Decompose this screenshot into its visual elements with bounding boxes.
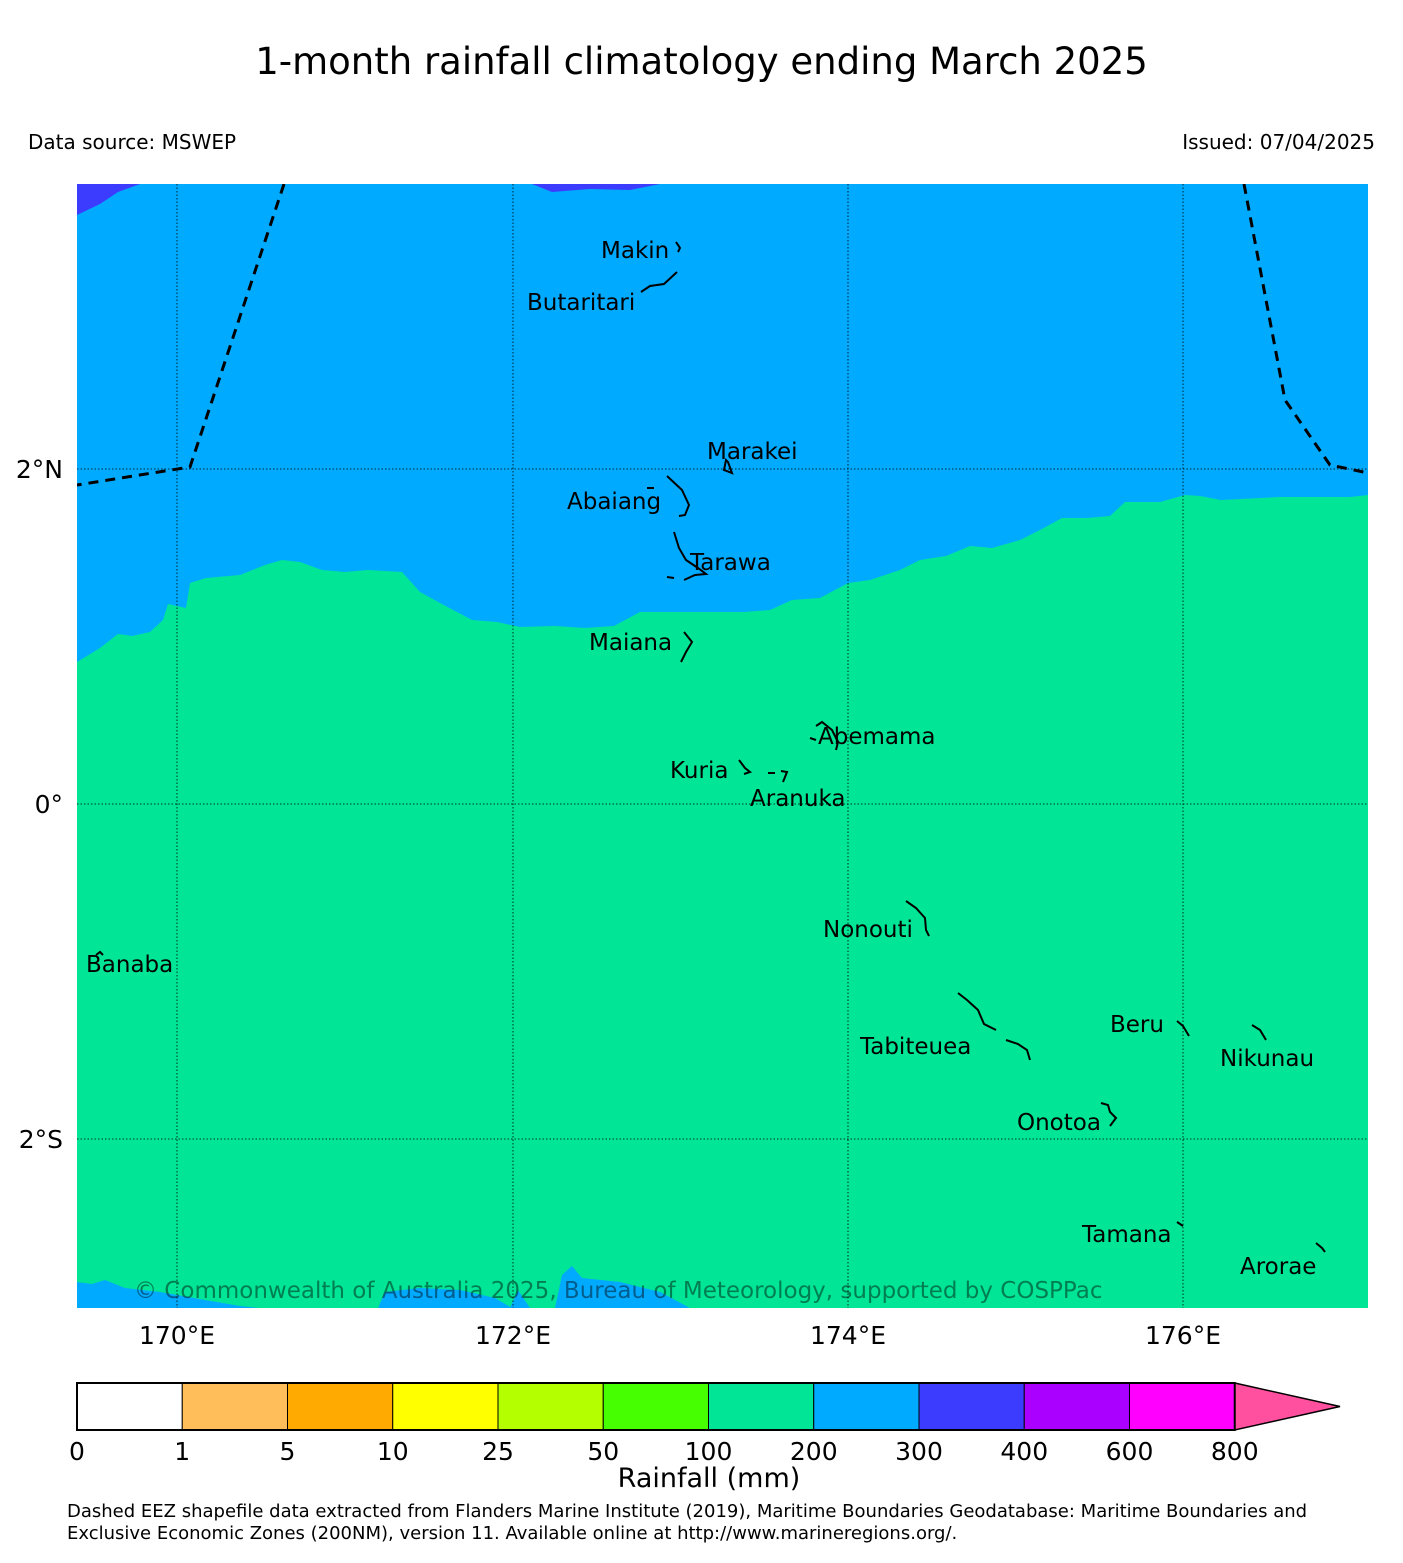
island-tabiteuea-shape — [957, 992, 997, 1031]
island-label-nonouti: Nonouti — [823, 917, 913, 943]
colorbar-cells — [76, 1382, 1341, 1431]
zone-100-200 — [77, 495, 1368, 1308]
island-tamana-shape — [1176, 1221, 1184, 1227]
colorbar-tick-label: 10 — [377, 1437, 409, 1466]
island-makin-shape — [675, 241, 682, 253]
colorbar-tick-label: 800 — [1211, 1437, 1259, 1466]
island-beru-shape — [1176, 1020, 1190, 1037]
colorbar-tick-label: 100 — [685, 1437, 733, 1466]
longitude-labels: 170°E 172°E 174°E 176°E — [139, 1321, 1221, 1350]
island-abaiang-shape — [666, 475, 691, 517]
island-nikunau-shape — [1251, 1024, 1267, 1041]
colorbar-cell — [918, 1382, 1025, 1431]
zone-300-400-nw — [77, 184, 140, 215]
island-banaba-shape — [95, 950, 104, 956]
island-marakei-shape — [722, 457, 734, 475]
eez-source-footnote: Dashed EEZ shapefile data extracted from… — [67, 1501, 1397, 1545]
island-label-tamana: Tamana — [1081, 1222, 1172, 1248]
zone-200-300-south3 — [510, 1290, 530, 1308]
lon-label-170e: 170°E — [139, 1321, 215, 1350]
colorbar-cell — [1023, 1382, 1130, 1431]
lat-label-0: 0° — [35, 790, 63, 819]
island-aranuka-shape — [768, 770, 789, 783]
issued-date-label: Issued: 07/04/2025 — [1182, 130, 1375, 154]
colorbar-tick-label: 5 — [280, 1437, 296, 1466]
lon-label-172e: 172°E — [475, 1321, 551, 1350]
footnote-line-1: Dashed EEZ shapefile data extracted from… — [67, 1501, 1308, 1522]
island-tarawa-islet — [666, 576, 675, 579]
island-label-beru: Beru — [1110, 1012, 1164, 1038]
colorbar-tick-label: 0 — [69, 1437, 85, 1466]
eez-boundaries — [77, 184, 1368, 487]
colorbar-tick-label: 600 — [1106, 1437, 1154, 1466]
colorbar-tick-label: 200 — [790, 1437, 838, 1466]
island-tabiteuea-south — [1005, 1039, 1031, 1061]
island-label-abemama: Abemama — [818, 724, 935, 750]
island-tarawa-shape — [673, 531, 709, 581]
colorbar-cell — [497, 1382, 604, 1431]
lat-label-2s: 2°S — [19, 1125, 63, 1154]
latitude-labels: 2°N 0° 2°S — [16, 455, 63, 1154]
colorbar-extension-arrow — [1234, 1382, 1341, 1431]
island-onotoa-shape — [1100, 1102, 1118, 1127]
island-label-onotoa: Onotoa — [1017, 1110, 1101, 1136]
island-outlines — [95, 241, 1326, 1253]
rainfall-field — [77, 184, 1368, 1308]
colorbar-tick-label: 50 — [587, 1437, 619, 1466]
rainfall-map: Makin Butaritari Marakei Abaiang Tarawa … — [16, 184, 1368, 1350]
island-label-banaba: Banaba — [86, 952, 173, 978]
colorbar-axis-label: Rainfall (mm) — [617, 1463, 801, 1494]
colorbar-outline — [76, 1382, 1236, 1431]
colorbar-cell — [76, 1382, 183, 1431]
colorbar-cell — [708, 1382, 815, 1431]
island-label-kuria: Kuria — [670, 758, 728, 784]
colorbar-tick-label: 400 — [1000, 1437, 1048, 1466]
colorbar-cell — [287, 1382, 394, 1431]
island-label-arorae: Arorae — [1240, 1254, 1316, 1280]
island-label-tabiteuea: Tabiteuea — [859, 1034, 971, 1060]
rainfall-colorbar: 0 1 5 10 25 50 100 200 300 400 600 800 — [69, 1382, 1341, 1466]
island-label-butaritari: Butaritari — [527, 290, 635, 316]
island-labels: Makin Butaritari Marakei Abaiang Tarawa … — [86, 238, 1316, 1280]
island-label-aranuka: Aranuka — [750, 786, 845, 812]
colorbar-cell — [392, 1382, 499, 1431]
island-abemama-shape — [815, 720, 840, 751]
lat-label-2n: 2°N — [16, 455, 63, 484]
map-title: 1-month rainfall climatology ending Marc… — [255, 40, 1148, 83]
zone-200-300-south4 — [555, 1266, 690, 1308]
lon-label-174e: 174°E — [810, 1321, 886, 1350]
island-label-makin: Makin — [601, 238, 669, 264]
island-arorae-shape — [1315, 1242, 1326, 1253]
footnote-line-2: Exclusive Economic Zones (200NM), versio… — [67, 1523, 958, 1544]
colorbar-tick-label: 300 — [895, 1437, 943, 1466]
colorbar-cell — [813, 1382, 920, 1431]
colorbar-tick-labels: 0 1 5 10 25 50 100 200 300 400 600 800 — [69, 1437, 1259, 1466]
colorbar-tick-label: 1 — [174, 1437, 190, 1466]
colorbar-cell — [181, 1382, 288, 1431]
eez-boundary-west — [77, 184, 286, 487]
island-label-maiana: Maiana — [589, 630, 672, 656]
copyright-text: © Commonwealth of Australia 2025, Bureau… — [134, 1278, 1103, 1304]
colorbar-cell — [602, 1382, 709, 1431]
zone-200-300-south2 — [378, 1288, 512, 1308]
island-label-abaiang: Abaiang — [567, 489, 661, 515]
island-label-marakei: Marakei — [707, 439, 798, 465]
island-abemama-islet — [809, 737, 817, 741]
colorbar-tick-label: 25 — [482, 1437, 514, 1466]
lon-label-176e: 176°E — [1145, 1321, 1221, 1350]
island-kuria-shape — [738, 759, 753, 775]
zone-300-400-n — [532, 184, 660, 192]
island-nonouti-shape — [905, 900, 930, 937]
island-label-nikunau: Nikunau — [1220, 1046, 1314, 1072]
eez-boundary-east — [1242, 184, 1368, 475]
island-label-tarawa: Tarawa — [689, 550, 771, 576]
zone-200-300-south — [77, 1280, 260, 1308]
gridlines — [77, 184, 1368, 1308]
data-source-label: Data source: MSWEP — [28, 130, 237, 154]
island-maiana-shape — [680, 631, 694, 663]
colorbar-cell — [1129, 1382, 1236, 1431]
island-butaritari-shape — [640, 271, 678, 293]
